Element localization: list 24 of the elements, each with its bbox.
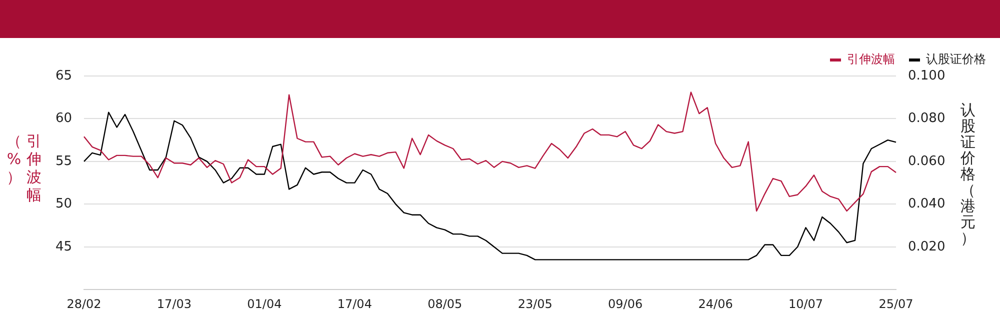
y-tick-label: 50: [55, 196, 72, 212]
x-tick-label: 17/04: [337, 296, 372, 311]
x-tick-label: 17/03: [156, 296, 192, 311]
x-tick-label: 25/07: [878, 296, 914, 311]
y-tick-label: 65: [55, 68, 72, 84]
x-tick-label: 08/05: [428, 296, 462, 311]
x-tick-label: 10/07: [788, 296, 824, 311]
text: 认股证价格（港元）: [960, 101, 976, 247]
legend-label: 认股证价格: [926, 52, 986, 66]
y-tick-label: 55: [55, 154, 72, 169]
y-tick-label: 60: [55, 111, 72, 126]
x-tick-label: 28/02: [66, 296, 102, 311]
legend-label: 引伸波幅: [847, 52, 895, 66]
x-tick-label: 09/06: [608, 296, 643, 311]
x-tick-label: 23/05: [518, 296, 552, 311]
y2-tick-label: 0.060: [908, 154, 946, 169]
y2-tick-label: 0.100: [908, 68, 946, 84]
y2-tick-label: 0.080: [908, 111, 946, 126]
y-tick-label: 45: [55, 239, 72, 254]
y2-tick-label: 0.020: [908, 239, 946, 254]
x-tick-label: 24/06: [698, 296, 733, 311]
text: 引伸波幅（%）: [6, 132, 42, 204]
x-tick-label: 01/04: [247, 296, 282, 311]
y2-tick-label: 0.040: [908, 196, 946, 212]
